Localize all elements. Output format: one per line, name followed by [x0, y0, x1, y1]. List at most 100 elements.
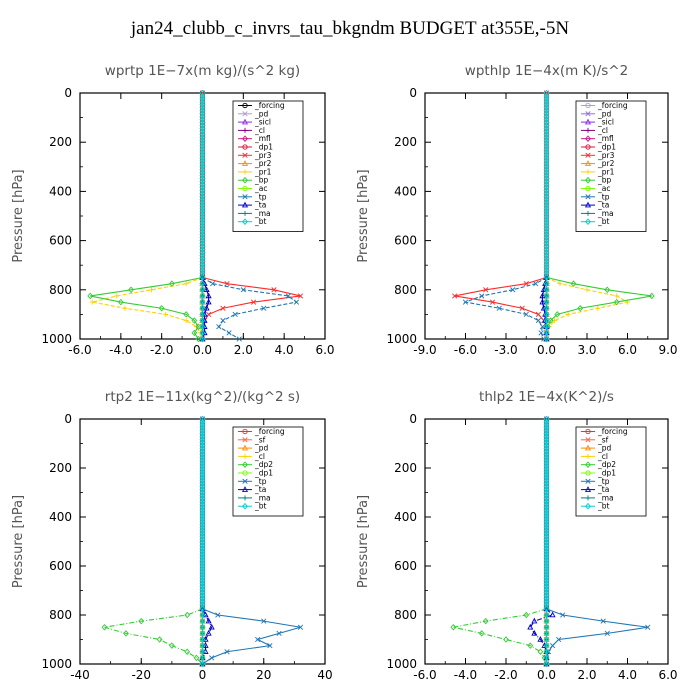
series-marker — [205, 629, 212, 636]
series-marker — [543, 237, 550, 244]
series-marker — [199, 249, 206, 256]
series-marker — [543, 157, 550, 165]
series-marker — [199, 228, 206, 236]
panel-title: rtp2 1E−11x(kg^2)/(kg^2 s) — [105, 389, 300, 405]
series-marker — [199, 216, 206, 224]
series-marker — [565, 311, 571, 317]
series-marker — [138, 617, 145, 625]
series-marker — [543, 263, 550, 271]
y-tick-label: 0 — [409, 412, 417, 426]
series-marker — [543, 503, 550, 511]
series-marker — [543, 116, 550, 123]
series-marker — [543, 169, 550, 176]
series-line — [92, 276, 204, 340]
series-marker — [122, 305, 128, 311]
series-marker — [543, 617, 550, 625]
series-marker — [543, 442, 550, 449]
series-marker — [543, 465, 550, 473]
series-marker — [199, 436, 206, 443]
series-marker — [199, 568, 206, 576]
series-marker — [519, 305, 525, 311]
series-marker — [543, 427, 550, 435]
series-marker — [543, 474, 550, 482]
legend-label: _forcing — [254, 427, 285, 436]
series-marker — [199, 580, 206, 587]
series-marker — [199, 548, 206, 555]
legend-label: _bp — [254, 176, 269, 185]
legend-label: _pd — [597, 109, 612, 118]
legend-label: _forcing — [597, 427, 628, 436]
series-marker — [199, 486, 206, 493]
series-marker — [543, 630, 550, 637]
series-marker — [462, 299, 469, 305]
legend-label: _dp2 — [597, 460, 616, 469]
series-marker — [543, 436, 550, 443]
legend-marker — [242, 470, 248, 476]
series-marker — [199, 154, 206, 162]
legend-marker — [585, 478, 591, 484]
series-marker — [224, 649, 230, 655]
series-marker — [543, 89, 550, 97]
series-marker — [199, 107, 206, 114]
series-marker — [560, 612, 566, 618]
series-marker — [543, 178, 550, 185]
x-tick-label: 0 — [199, 668, 207, 682]
x-tick-label: -9.0 — [413, 343, 436, 357]
series-marker — [543, 518, 550, 526]
series-marker — [531, 629, 538, 636]
series-marker — [450, 623, 457, 631]
series-marker — [199, 539, 206, 546]
legend-label: _ma — [597, 209, 614, 218]
legend-marker — [242, 495, 248, 501]
series-marker — [199, 468, 206, 476]
series-marker — [199, 323, 206, 330]
series-marker — [199, 462, 206, 470]
series-marker — [123, 630, 129, 637]
series-marker — [199, 225, 206, 233]
series-marker — [543, 477, 550, 485]
panel-title: wpthlp 1E−4x(m K)/s^2 — [465, 63, 628, 79]
series-marker — [232, 311, 238, 318]
x-tick-label: 2.0 — [577, 668, 596, 682]
series-marker — [543, 577, 550, 584]
series-marker — [543, 187, 550, 194]
series-marker — [199, 533, 206, 540]
series-marker — [199, 231, 206, 238]
series-marker — [543, 592, 550, 599]
series-marker — [199, 498, 206, 505]
series-marker — [199, 524, 206, 532]
series-marker — [531, 617, 538, 624]
series-marker — [543, 424, 550, 432]
series-marker — [158, 304, 165, 312]
y-axis-label: Pressure [hPa] — [11, 495, 26, 588]
legend-marker — [242, 144, 248, 150]
series-marker — [570, 280, 577, 287]
series-marker — [183, 281, 189, 287]
series-marker — [543, 128, 550, 135]
series-marker — [199, 515, 206, 523]
series-marker — [199, 418, 206, 426]
y-axis-label: Pressure [hPa] — [356, 495, 371, 588]
series-marker — [199, 471, 206, 479]
series-marker — [199, 260, 206, 268]
x-tick-label: 6.0 — [618, 343, 637, 357]
series-marker — [543, 222, 550, 230]
series-marker — [199, 181, 206, 188]
series-marker — [199, 178, 206, 185]
series-marker — [199, 280, 206, 287]
series-marker — [199, 292, 206, 300]
series-line — [201, 276, 301, 339]
legend-label: _sicl — [254, 118, 271, 127]
legend-marker — [242, 437, 248, 443]
series-marker — [543, 92, 550, 100]
series-line — [201, 608, 213, 664]
legend-marker — [585, 437, 591, 443]
legend-label: _pr3 — [597, 151, 615, 160]
series-marker — [199, 151, 206, 159]
series-marker — [543, 542, 550, 549]
legend-label: _mfl — [254, 134, 271, 143]
series-marker — [543, 98, 550, 106]
series-marker — [168, 642, 175, 649]
series-marker — [209, 655, 215, 661]
series-marker — [195, 335, 202, 343]
